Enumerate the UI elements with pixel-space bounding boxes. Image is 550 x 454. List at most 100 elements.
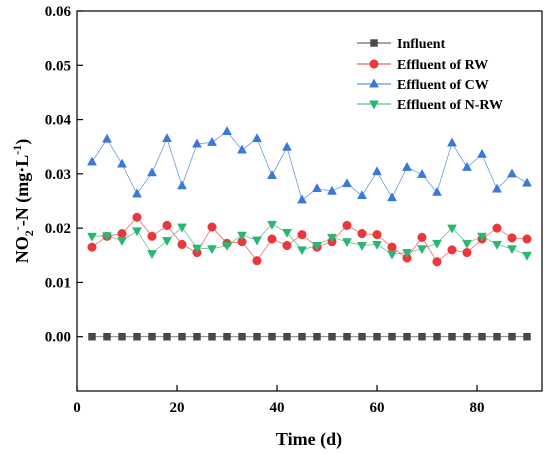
data-point: [387, 242, 397, 252]
data-point: [87, 232, 97, 242]
data-point: [462, 239, 472, 249]
data-point: [87, 242, 97, 252]
y-tick-label: 0.05: [45, 58, 71, 74]
data-point: [162, 133, 172, 143]
data-point: [282, 229, 292, 238]
data-point: [387, 192, 397, 202]
data-point: [312, 242, 322, 251]
legend-label: Influent: [397, 37, 446, 52]
x-tick-label: 20: [170, 400, 185, 416]
y-tick-label: 0.06: [45, 4, 72, 20]
data-point: [252, 133, 262, 143]
data-point: [372, 230, 382, 240]
data-point: [192, 138, 202, 148]
data-point: [372, 240, 382, 250]
data-point: [432, 239, 442, 249]
data-point: [237, 231, 247, 241]
data-point: [342, 238, 352, 248]
data-point: [147, 250, 157, 260]
legend: Influent Effluent of RW Effluent of CW Effl…: [357, 37, 503, 113]
data-point: [208, 333, 216, 341]
data-point: [133, 333, 141, 341]
data-point: [162, 220, 172, 230]
y-axis-ticks: 0.00 0.01 0.02 0.03 0.04 0.05 0.06: [45, 4, 83, 346]
data-point: [448, 333, 456, 341]
data-point: [373, 333, 381, 341]
y-title-part: ): [12, 139, 33, 145]
series-line: [91, 130, 528, 201]
x-axis-ticks: 0 20 40 60 80: [73, 385, 485, 416]
data-point: [343, 333, 351, 341]
data-point: [328, 333, 336, 341]
data-point: [358, 333, 366, 341]
legend-marker: [369, 100, 379, 110]
legend-marker: [369, 59, 379, 69]
y-title-sup: -: [10, 226, 24, 230]
data-point: [357, 190, 367, 200]
data-point: [252, 256, 262, 266]
data-point: [417, 245, 427, 255]
series-line: [91, 223, 528, 256]
legend-label: Effluent of N-RW: [397, 98, 503, 113]
data-point: [207, 222, 217, 232]
data-point: [388, 333, 396, 341]
data-point: [88, 333, 96, 341]
legend-label: Effluent of RW: [397, 58, 488, 73]
data-point: [447, 137, 457, 147]
x-tick-label: 80: [470, 400, 485, 416]
data-point: [267, 234, 277, 244]
data-point: [252, 236, 262, 246]
data-point: [372, 166, 382, 176]
data-point: [103, 333, 111, 341]
data-point: [387, 250, 397, 260]
data-point: [313, 333, 321, 341]
legend-marker: [370, 39, 378, 47]
data-point: [492, 240, 502, 250]
data-point: [117, 237, 127, 247]
data-point: [253, 333, 261, 341]
data-point: [282, 240, 292, 251]
data-point: [283, 333, 291, 341]
y-title-sup: -1: [10, 145, 24, 155]
y-tick-label: 0.02: [45, 221, 71, 237]
data-point: [162, 237, 172, 247]
data-point: [147, 231, 157, 241]
data-point: [87, 156, 97, 166]
x-tick-label: 0: [73, 400, 81, 416]
data-point: [357, 229, 367, 239]
data-point: [492, 223, 502, 233]
data-point: [207, 245, 217, 255]
data-point: [507, 233, 517, 243]
y-tick-label: 0.04: [45, 113, 72, 129]
x-tick-label: 60: [370, 400, 385, 416]
data-point: [147, 167, 157, 177]
data-point: [178, 333, 186, 341]
data-point: [297, 246, 307, 256]
plot-area: [76, 10, 543, 392]
data-point: [477, 232, 487, 242]
y-title-sub: 2: [22, 230, 36, 236]
data-point: [297, 194, 307, 204]
data-point: [207, 136, 217, 146]
x-axis-title: Time (d): [276, 429, 342, 450]
data-point: [267, 170, 277, 179]
data-point: [522, 234, 532, 244]
data-point: [163, 333, 171, 341]
data-point: [417, 168, 427, 178]
data-point: [342, 178, 352, 188]
data-point: [267, 220, 277, 230]
data-point: [327, 233, 337, 243]
data-point: [432, 257, 442, 267]
data-point: [237, 144, 247, 154]
x-tick-label: 40: [270, 400, 285, 416]
data-point: [493, 333, 501, 341]
y-tick-label: 0.01: [45, 275, 71, 291]
y-title-part: NO: [12, 236, 32, 263]
data-point: [282, 141, 292, 151]
data-point: [463, 333, 471, 341]
data-point: [148, 333, 156, 341]
data-point: [132, 227, 142, 237]
data-point: [403, 333, 411, 341]
data-point: [447, 245, 457, 255]
